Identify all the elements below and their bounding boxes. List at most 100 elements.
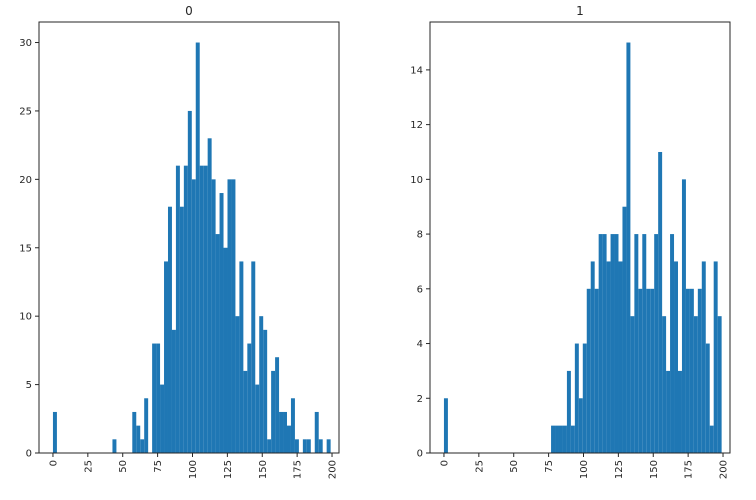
axes-frame xyxy=(38,21,340,454)
x-tick-label: 25 xyxy=(83,460,94,473)
y-tick-label: 8 xyxy=(417,230,423,241)
histogram-bar xyxy=(239,261,244,453)
histogram-bar xyxy=(646,288,651,453)
histogram-bar xyxy=(717,316,722,453)
histogram-bar xyxy=(179,206,184,453)
histogram-bar xyxy=(677,370,682,453)
histogram-bar xyxy=(681,179,686,453)
histogram-bar xyxy=(634,234,639,453)
histogram-bar xyxy=(144,398,149,453)
histogram-bar xyxy=(267,439,272,453)
histogram-bar xyxy=(662,316,667,453)
histogram-bar xyxy=(132,411,137,453)
histogram-bar xyxy=(112,439,117,453)
subplot-title: 0 xyxy=(185,4,193,18)
histogram-bar xyxy=(638,288,643,453)
y-tick-label: 12 xyxy=(410,120,423,131)
histogram-bar xyxy=(259,316,264,453)
histogram-bar xyxy=(156,343,161,453)
histogram-bar xyxy=(171,329,176,453)
x-tick-label: 125 xyxy=(223,460,234,479)
histogram-bar xyxy=(283,411,287,453)
histogram-bar xyxy=(650,288,655,453)
histogram-bar xyxy=(251,261,256,453)
histogram-bar xyxy=(286,425,291,453)
histogram-bar xyxy=(689,288,694,453)
histogram-bar xyxy=(558,425,563,453)
x-tick-label: 200 xyxy=(328,460,339,479)
histogram-bar xyxy=(709,425,714,453)
x-tick-label: 75 xyxy=(544,460,555,473)
histogram-bar xyxy=(666,370,671,453)
histogram-bar xyxy=(52,411,57,453)
histogram-bar xyxy=(247,343,252,453)
histogram-bar xyxy=(614,234,619,453)
histogram-bar xyxy=(219,193,224,454)
histogram-bar xyxy=(443,398,448,453)
histogram-bar xyxy=(602,234,607,453)
histogram-bar xyxy=(136,425,141,453)
histogram-bar xyxy=(701,261,706,453)
histogram-bar xyxy=(152,343,157,453)
histogram-bar xyxy=(685,288,690,453)
histogram-bar xyxy=(279,411,284,453)
histogram-bar xyxy=(211,179,216,453)
histogram-bar xyxy=(223,247,228,453)
histogram-bar xyxy=(243,370,248,453)
subplot-title: 1 xyxy=(576,4,584,18)
histogram-plot: 0 5 10 15 20 25 30 0 25 50 75 100 125 150 175 200 xyxy=(19,21,340,479)
histogram-bar xyxy=(570,425,575,453)
histogram-bar xyxy=(207,138,212,454)
y-tick-label: 20 xyxy=(19,175,32,186)
axes-frame xyxy=(429,21,731,454)
y-tick-label: 10 xyxy=(410,175,423,186)
y-tick-label: 5 xyxy=(26,380,32,391)
histogram-bar xyxy=(263,329,268,453)
y-tick-label: 15 xyxy=(19,243,32,254)
x-tick-label: 175 xyxy=(684,460,695,479)
x-tick-label: 25 xyxy=(474,460,485,473)
histogram-bar xyxy=(290,398,295,453)
histogram-bar xyxy=(187,110,192,453)
histogram-bar xyxy=(167,206,172,453)
x-tick-label: 75 xyxy=(153,460,164,473)
histogram-bar xyxy=(271,370,276,453)
y-tick-label: 30 xyxy=(19,38,32,49)
histogram-bar xyxy=(654,234,659,453)
x-tick-label: 150 xyxy=(649,460,660,479)
histogram-bar xyxy=(610,234,615,453)
y-tick-label: 4 xyxy=(417,339,423,350)
histogram-bar xyxy=(275,357,280,453)
histogram-bar xyxy=(314,411,319,453)
histogram-bar xyxy=(175,165,180,453)
x-tick-label: 50 xyxy=(118,460,129,473)
x-tick-label: 175 xyxy=(293,460,304,479)
histogram-bar xyxy=(164,261,168,453)
histogram-bar xyxy=(630,316,635,453)
histogram-bar xyxy=(574,343,579,453)
x-tick-label: 100 xyxy=(579,460,590,479)
x-tick-label: 150 xyxy=(258,460,269,479)
subplot-0: 0 0 5 10 15 20 25 30 0 25 50 75 100 125 150 175 200 xyxy=(0,0,378,496)
histogram-bar xyxy=(195,42,200,454)
histogram-bar xyxy=(590,261,595,453)
y-tick-label: 0 xyxy=(417,449,423,460)
histogram-bar xyxy=(183,165,188,453)
histogram-bar xyxy=(670,234,675,453)
histogram-bar xyxy=(594,288,599,453)
histogram-bar xyxy=(302,439,307,453)
y-tick-label: 25 xyxy=(19,106,32,117)
y-tick-label: 6 xyxy=(417,284,423,295)
y-tick-label: 0 xyxy=(26,449,32,460)
x-tick-label: 0 xyxy=(48,460,59,466)
histogram-bar xyxy=(326,439,331,453)
histogram-bar xyxy=(294,439,299,453)
histogram-bar xyxy=(255,384,260,453)
histogram-bar xyxy=(693,316,698,453)
histogram-bar xyxy=(199,165,204,453)
x-tick-label: 125 xyxy=(614,460,625,479)
histogram-bar xyxy=(562,425,567,453)
histogram-bar xyxy=(658,151,663,453)
histogram-bar xyxy=(598,234,603,453)
histogram-bar xyxy=(140,439,145,453)
